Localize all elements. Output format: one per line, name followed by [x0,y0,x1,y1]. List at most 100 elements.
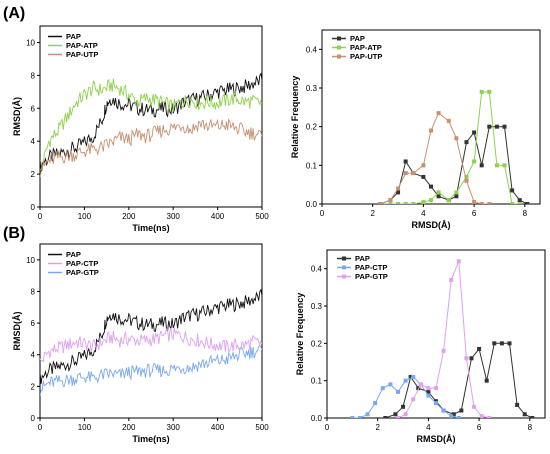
data-point-pap [517,198,522,203]
y-tick-label: 2 [31,382,36,391]
data-point-pap-utp [464,178,469,183]
data-point-pap-utp [436,111,441,116]
data-point-pap-atp [411,202,416,204]
x-tick-label: 300 [167,212,181,221]
data-point-pap [436,194,441,199]
data-point-pap-ctp [388,382,393,387]
y-tick-label: 4 [31,137,36,146]
data-point-pap-gtp [472,404,477,409]
x-tick-label: 2 [375,423,380,432]
x-tick-label: 0 [325,423,330,432]
series-line-pap [40,288,262,384]
data-point-pap-gtp [403,412,408,417]
data-point-pap-atp [502,163,507,168]
data-point-pap [525,202,530,204]
x-tick-label: 8 [523,209,528,218]
data-point-pap-utp [388,198,393,203]
x-tick-label: 0 [320,209,325,218]
data-point-pap [469,356,474,361]
y-axis-label: Relative Frequency [290,76,300,159]
data-point-pap [416,386,421,391]
data-point-pap-utp [429,128,433,133]
legend-label: PAP [66,250,81,259]
data-point-pap-ctp [426,393,431,398]
data-point-pap-ctp [365,412,370,417]
legend-label: PAP-CTP [355,263,387,272]
data-point-pap [479,163,484,168]
chart-a-timeseries: 0 100 200 300 400 500 0 2 4 6 8 10 Time(ns) RMSD(Å) PA… [12,25,269,233]
y-tick-label: 0 [31,414,36,423]
data-point-pap [494,124,499,129]
data-point-pap [403,159,408,164]
data-point-pap [487,124,492,129]
series-line-pap-atp [380,91,520,204]
data-point-pap-atp [464,174,469,179]
x-tick-label: 100 [78,423,92,432]
data-point-pap-utp [446,118,451,123]
x-tick-label: 300 [167,423,181,432]
x-tick-label: 200 [122,212,136,221]
x-tick-label: 0 [38,212,43,221]
data-point-pap [421,174,426,179]
data-point-pap-atp [429,198,433,203]
legend-label: PAP [66,32,81,41]
data-point-pap-ctp [456,416,461,418]
data-point-pap-atp [479,89,484,94]
data-point-pap-atp [454,190,459,195]
series-line-pap-utp [380,112,490,204]
data-point-pap-atp [487,89,492,94]
data-point-pap-ctp [403,378,408,383]
data-point-pap-ctp [350,416,355,418]
y-tick-label: 0.3 [311,302,323,311]
panel-letter-b: (B) [3,225,25,242]
data-point-pap [484,378,489,383]
data-point-pap [502,124,507,129]
y-tick-label: 0 [31,203,36,212]
data-point-pap [515,402,520,407]
legend-marker [342,256,346,261]
plot-frame [326,249,546,419]
data-point-pap-ctp [434,401,438,406]
legend-marker [337,36,341,41]
legend-label: PAP-UTP [350,52,382,61]
y-tick-label: 2 [31,170,36,179]
y-axis-label: RMSD(Å) [12,312,22,351]
y-axis-label: Relative Frequency [295,293,305,376]
x-axis-label: Time(ns) [132,223,169,233]
data-point-pap-atp [494,163,499,168]
data-point-pap-gtp [395,416,400,418]
x-tick-label: 2 [370,209,375,218]
data-point-pap-utp [378,202,383,204]
data-point-pap-gtp [487,416,492,418]
data-point-pap [530,416,535,418]
y-tick-label: 10 [26,256,35,265]
y-tick-label: 0.2 [306,123,318,132]
data-point-pap [393,412,398,417]
series-line-pap-gtp [40,345,262,396]
data-point-pap [383,416,388,418]
data-point-pap-utp [421,163,426,168]
data-point-pap-ctp [441,408,446,413]
legend-label: PAP [355,254,370,263]
data-point-pap-ctp [411,374,416,379]
legend-label: PAP-ATP [350,43,382,52]
legend-marker [337,54,341,59]
data-point-pap-utp [403,171,408,176]
data-point-pap-ctp [373,401,378,406]
legend-label: PAP-GTP [355,272,388,281]
data-point-pap-atp [403,202,408,204]
x-tick-label: 500 [255,423,269,432]
data-point-pap-utp [487,202,492,204]
data-point-pap-utp [411,171,416,176]
data-point-pap-atp [421,200,426,204]
y-tick-label: 0.4 [306,45,318,54]
plot-frame [321,29,541,205]
chart-b-histogram: 0 2 4 6 8 0.0 0.1 0.2 0.3 0.4 RMSD(Å) Relative Freq… [295,249,546,444]
series-line-pap-gtp [397,261,490,418]
data-point-pap-gtp [434,386,438,391]
data-point-pap [464,140,469,145]
y-tick-label: 0.3 [306,84,318,93]
data-point-pap [510,188,515,193]
